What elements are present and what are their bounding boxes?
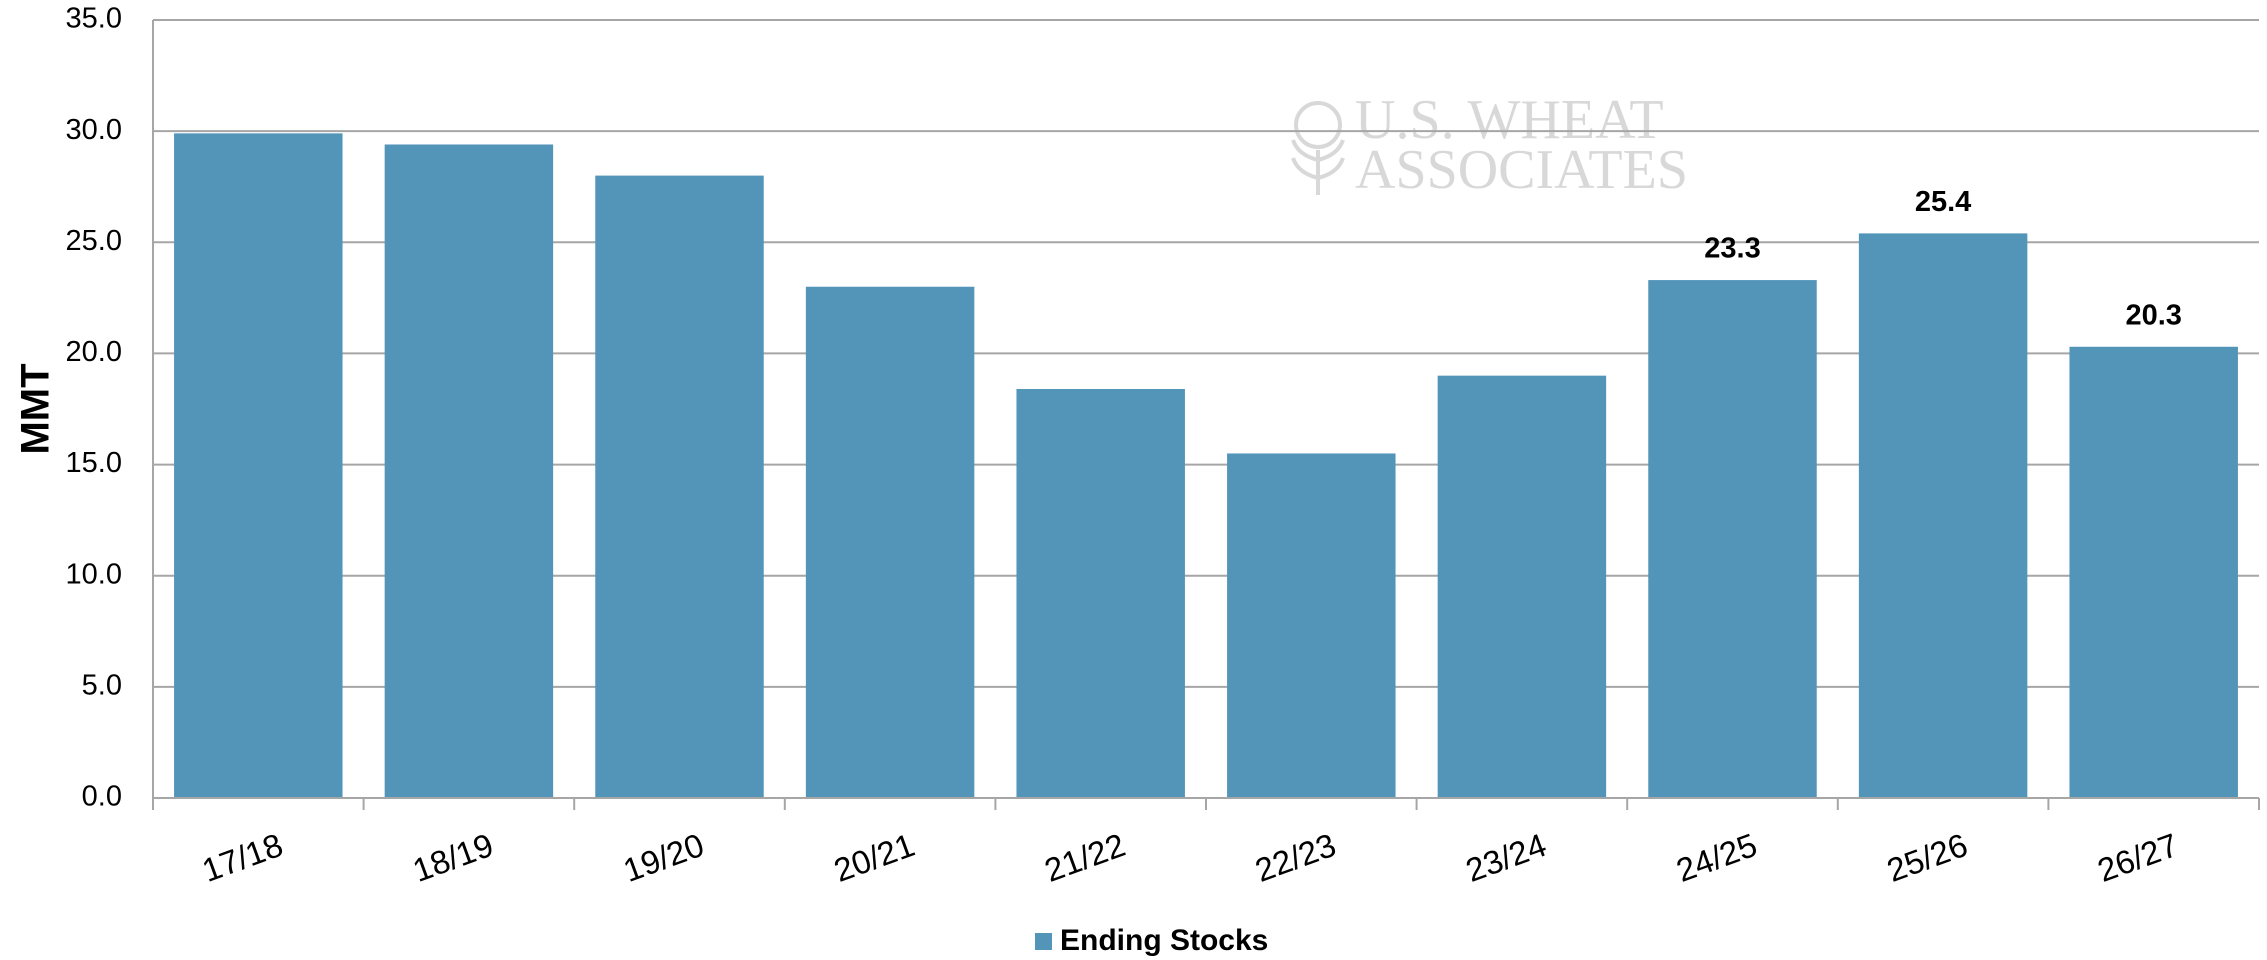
bar	[174, 133, 343, 798]
data-label: 25.4	[1915, 186, 1971, 218]
y-tick-label: 30.0	[66, 114, 122, 146]
bar	[1016, 388, 1185, 798]
y-tick-label: 20.0	[66, 336, 122, 368]
bar	[2069, 346, 2238, 798]
x-tick-label: 24/25	[1671, 826, 1761, 889]
bar	[1858, 233, 2028, 798]
bar	[1437, 375, 1607, 798]
x-tick-label: 22/23	[1250, 826, 1340, 889]
y-tick-label: 25.0	[66, 225, 122, 257]
data-label: 20.3	[2125, 299, 2181, 331]
bar	[805, 286, 975, 798]
y-tick-label: 35.0	[66, 3, 122, 35]
legend-swatch	[1035, 933, 1052, 950]
watermark: ASSOCIATES	[1355, 139, 1688, 201]
x-tick-label: 17/18	[197, 826, 287, 889]
x-tick-label: 21/22	[1040, 826, 1130, 889]
bar	[1648, 280, 1817, 798]
data-label: 23.3	[1704, 233, 1760, 265]
y-axis-label: MMT	[14, 363, 58, 454]
y-tick-label: 15.0	[66, 447, 122, 479]
legend-label: Ending Stocks	[1060, 924, 1268, 957]
x-tick-label: 19/20	[618, 826, 708, 889]
watermark-logo	[1291, 101, 1345, 195]
y-tick-label: 10.0	[66, 558, 122, 590]
y-tick-label: 5.0	[82, 670, 122, 702]
x-tick-label: 25/26	[1882, 826, 1972, 889]
x-tick-label: 18/19	[408, 826, 498, 889]
y-tick-label: 0.0	[82, 781, 122, 813]
x-tick-label: 23/24	[1461, 826, 1551, 889]
bar	[384, 144, 554, 799]
x-tick-label: 26/27	[2093, 826, 2183, 889]
watermark: U.S. WHEAT	[1355, 89, 1664, 151]
x-tick-label: 20/21	[829, 826, 919, 889]
bar	[595, 175, 764, 799]
bar	[1227, 453, 1396, 798]
